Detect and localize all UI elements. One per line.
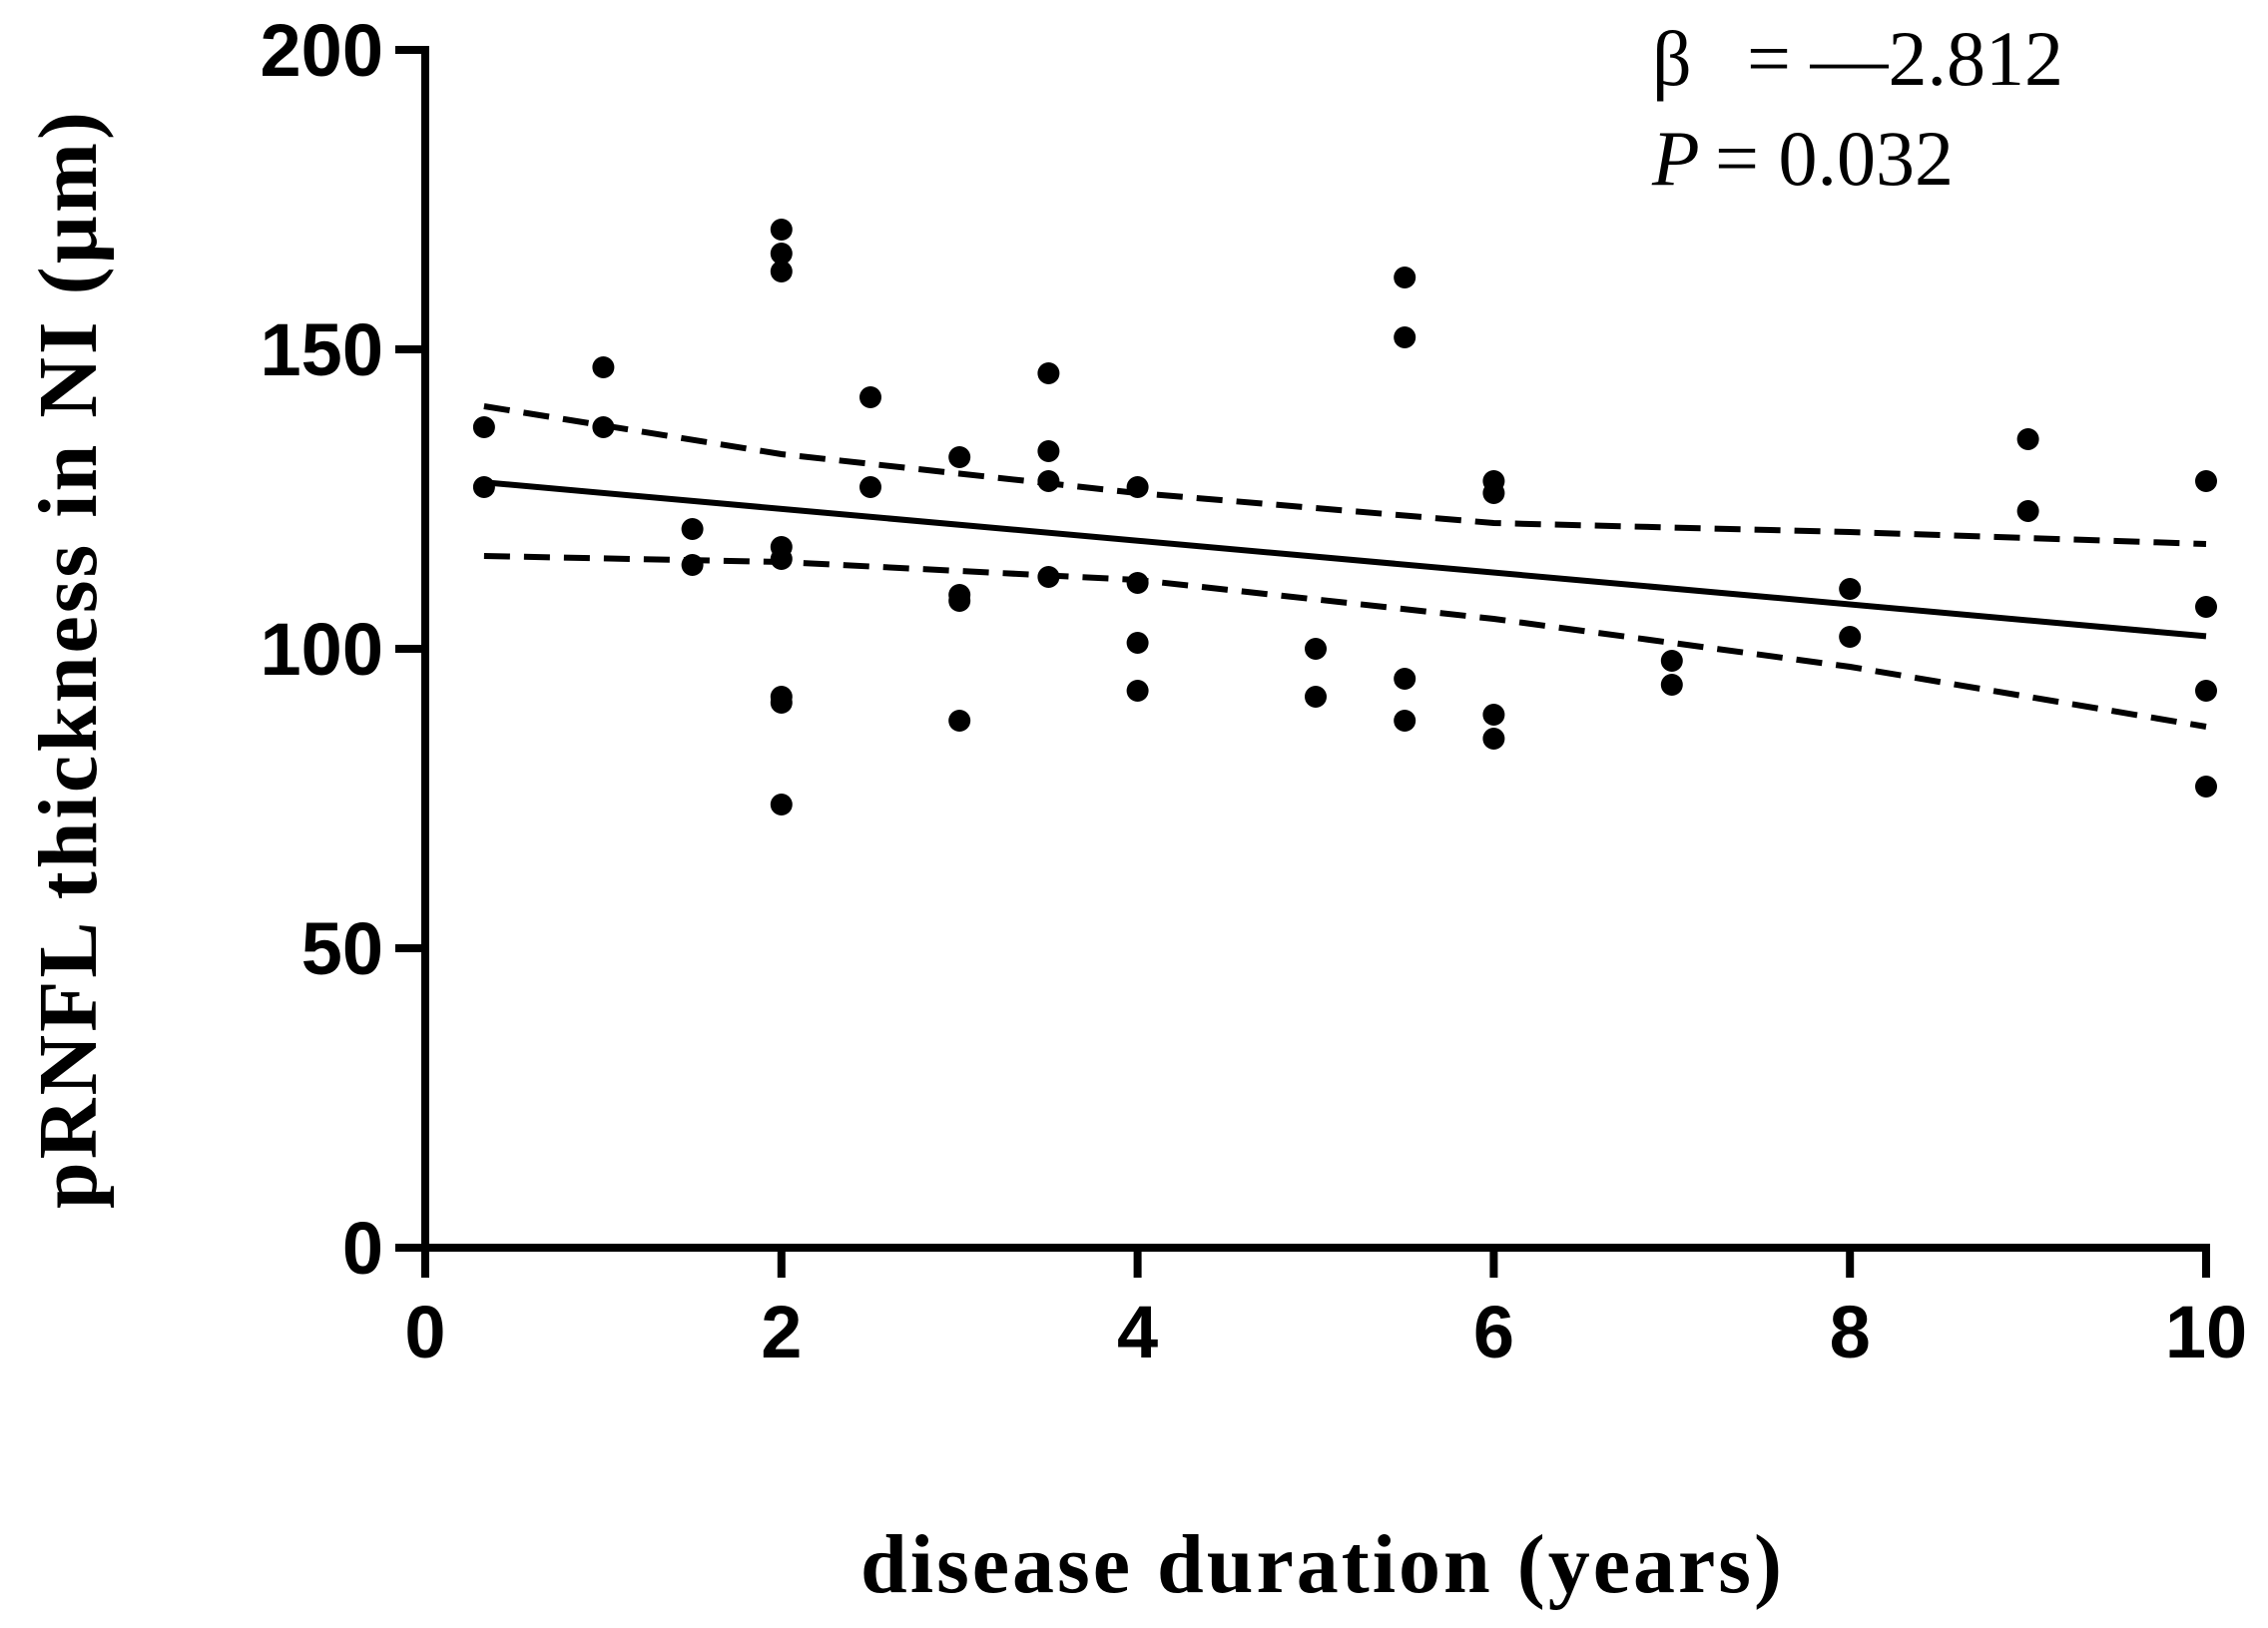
x-tick-label: 4 xyxy=(1117,1291,1158,1373)
regression-lines xyxy=(483,403,2207,730)
data-point xyxy=(1126,476,1149,498)
data-point xyxy=(770,794,793,815)
data-point xyxy=(1394,668,1417,690)
data-point xyxy=(859,476,881,498)
data-point xyxy=(2195,470,2217,492)
data-point xyxy=(681,554,704,576)
data-point xyxy=(770,219,793,241)
beta-symbol: β xyxy=(1652,15,1692,102)
data-point xyxy=(1305,638,1327,660)
x-tick-label: 10 xyxy=(2165,1291,2247,1373)
data-point xyxy=(770,548,793,570)
stat-annotation: β = —2.812 P = 0.032 xyxy=(1651,15,2063,202)
data-point xyxy=(1126,572,1149,594)
data-point xyxy=(770,261,793,282)
data-point xyxy=(1305,686,1327,708)
x-axis-title: disease duration (years) xyxy=(860,1518,1785,1611)
data-point xyxy=(1126,680,1149,702)
data-point xyxy=(681,518,704,540)
data-point xyxy=(1839,578,1862,600)
p-value: = 0.032 xyxy=(1715,115,1954,202)
data-point xyxy=(1037,470,1060,492)
tick-labels: 0 50 100 150 200 0 2 4 6 8 10 xyxy=(261,9,2248,1373)
data-point xyxy=(472,416,495,438)
y-axis-title: pRNFL thickness in NI (µm) xyxy=(22,109,115,1209)
y-tick-label: 150 xyxy=(261,308,383,391)
beta-value: = —2.812 xyxy=(1747,15,2063,102)
data-point xyxy=(770,692,793,714)
data-point xyxy=(592,416,615,438)
y-tick-label: 100 xyxy=(261,608,383,691)
data-point xyxy=(1126,632,1149,654)
x-tick-label: 6 xyxy=(1473,1291,1514,1373)
data-point xyxy=(2195,596,2217,618)
data-point xyxy=(1394,326,1417,348)
data-point xyxy=(1394,710,1417,732)
x-tick-label: 2 xyxy=(761,1291,802,1373)
data-point xyxy=(948,446,971,468)
upper-ci-line xyxy=(483,403,2207,547)
data-point xyxy=(1839,626,1862,648)
data-point xyxy=(2195,680,2217,702)
data-point xyxy=(1037,566,1060,588)
p-symbol: P xyxy=(1651,115,1700,202)
x-tick-label: 0 xyxy=(404,1291,445,1373)
data-point xyxy=(2195,776,2217,798)
y-tick-label: 0 xyxy=(342,1207,383,1290)
data-point xyxy=(2016,428,2039,450)
data-point xyxy=(859,386,881,408)
y-tick-label: 50 xyxy=(301,907,383,990)
data-point xyxy=(1482,482,1505,504)
y-tick-label: 200 xyxy=(261,9,383,92)
data-point xyxy=(1660,650,1683,672)
data-points xyxy=(472,219,2217,815)
x-tick-label: 8 xyxy=(1830,1291,1871,1373)
data-point xyxy=(948,590,971,612)
data-point xyxy=(1482,728,1505,750)
axes xyxy=(395,46,2210,1278)
data-point xyxy=(592,356,615,378)
data-point xyxy=(1037,362,1060,384)
data-point xyxy=(472,476,495,498)
data-point xyxy=(2016,500,2039,522)
data-point xyxy=(1037,440,1060,462)
lower-ci-line xyxy=(483,553,2207,730)
data-point xyxy=(948,710,971,732)
regression-line xyxy=(483,479,2207,640)
data-point xyxy=(1482,704,1505,726)
data-point xyxy=(1660,674,1683,696)
data-point xyxy=(1394,267,1417,288)
data-point xyxy=(770,243,793,265)
